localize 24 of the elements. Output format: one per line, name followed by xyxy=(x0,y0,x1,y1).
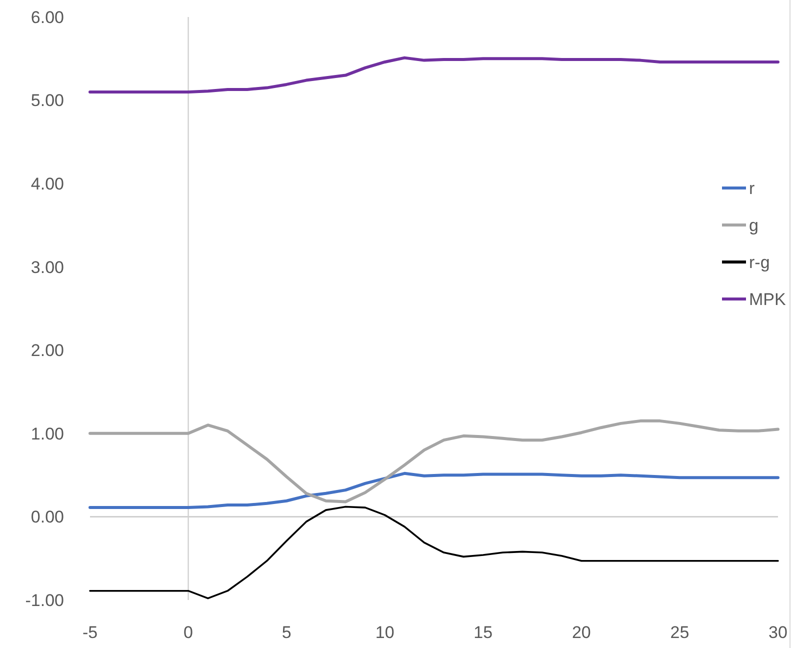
x-tick-label: 10 xyxy=(375,623,394,642)
x-tick-label: 15 xyxy=(474,623,493,642)
y-tick-label: 1.00 xyxy=(30,424,64,444)
x-tick-label: -5 xyxy=(82,623,98,642)
y-tick-label: -1.00 xyxy=(25,590,64,610)
legend-label: r xyxy=(749,178,755,198)
legend-label: r-g xyxy=(749,252,770,272)
y-tick-label: 6.00 xyxy=(30,8,64,27)
y-tick-label: 2.00 xyxy=(30,341,64,360)
legend-label: g xyxy=(749,216,758,235)
x-tick-label: 0 xyxy=(184,623,194,642)
line-series xyxy=(88,56,780,94)
line-series xyxy=(89,506,779,600)
x-tick-label: 5 xyxy=(282,623,292,642)
x-tick-label: 20 xyxy=(572,623,591,642)
x-tick-label: 25 xyxy=(670,623,690,642)
y-tick-label: 3.00 xyxy=(30,258,64,277)
y-tick-label: 0.00 xyxy=(30,508,64,527)
y-tick-label: 4.00 xyxy=(30,174,64,194)
line-series xyxy=(88,419,780,504)
legend-label: MPK xyxy=(749,290,786,309)
line-series xyxy=(88,472,780,510)
y-tick-label: 5.00 xyxy=(30,91,64,110)
x-tick-label: 30 xyxy=(768,623,788,642)
